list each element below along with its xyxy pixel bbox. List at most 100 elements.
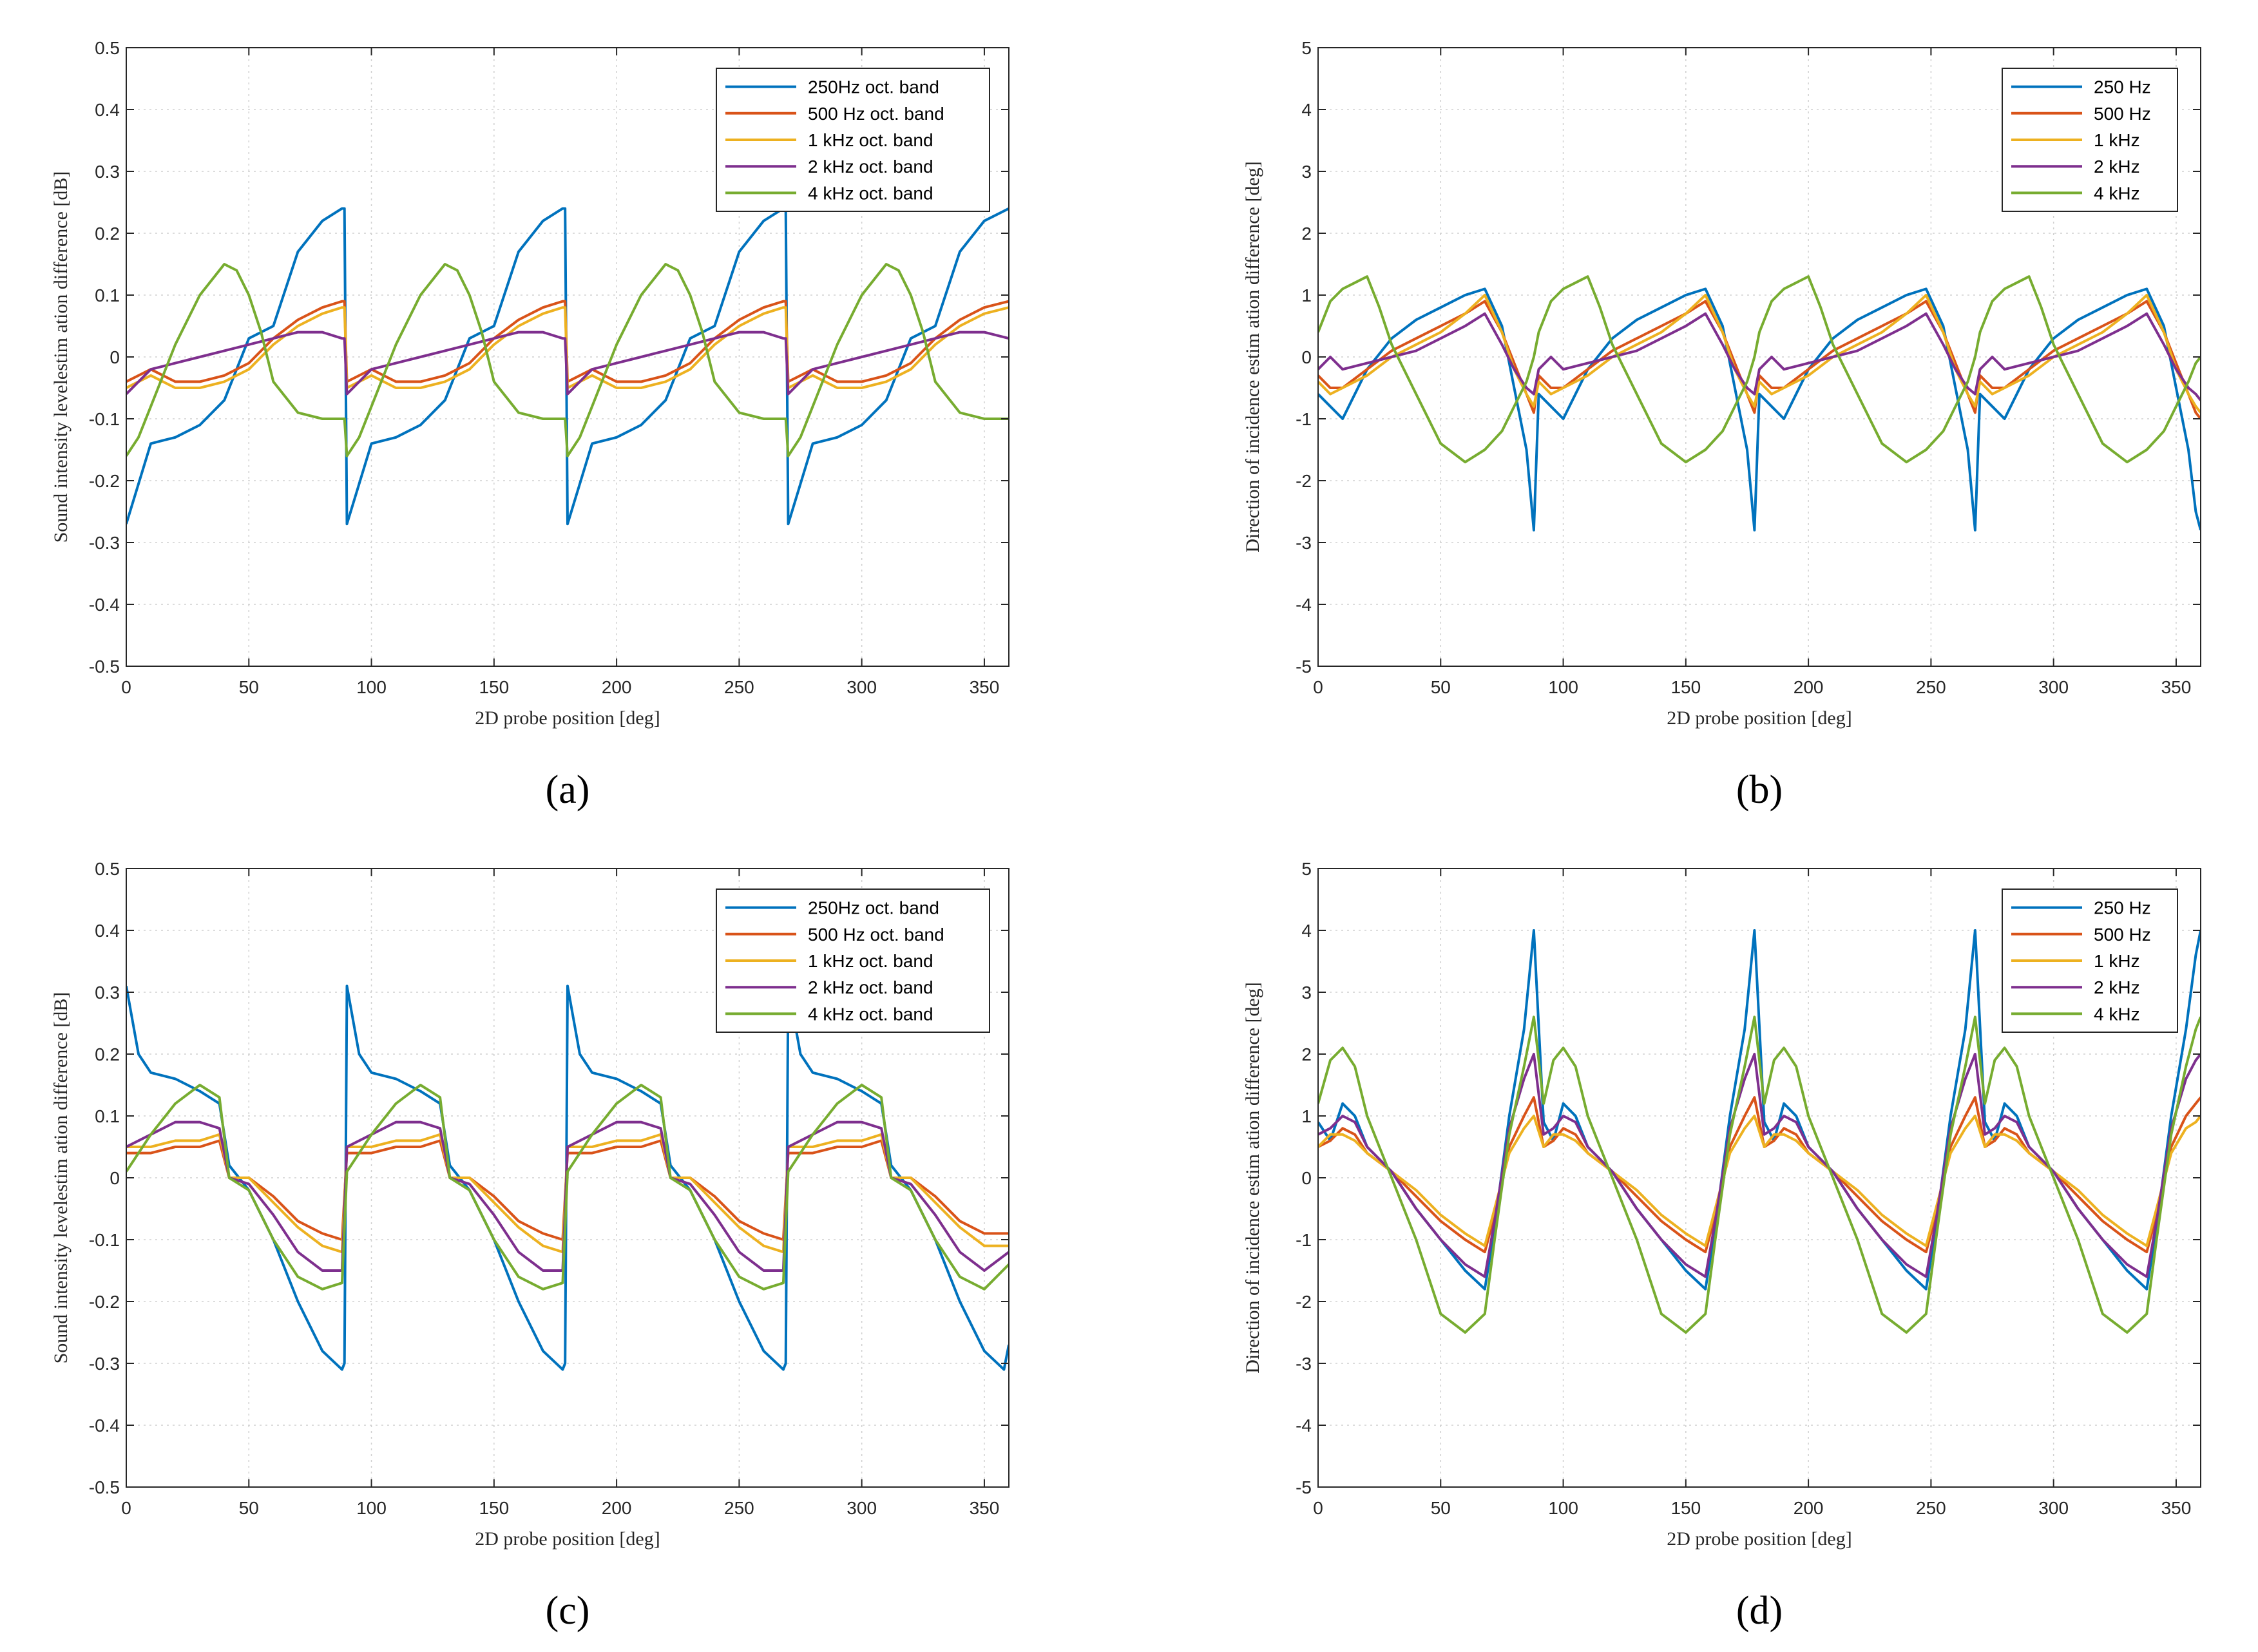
series-line-5 xyxy=(1318,1015,2201,1334)
x-tick-label: 150 xyxy=(1670,677,1701,697)
y-tick-label: 0 xyxy=(110,347,120,367)
y-tick-label: 5 xyxy=(1301,859,1312,879)
x-tick-label: 350 xyxy=(2161,1498,2192,1518)
x-tick-label: 200 xyxy=(1794,1498,1824,1518)
series-line-5 xyxy=(126,263,1009,457)
x-tick-label: 200 xyxy=(602,677,632,697)
y-tick-label: 2 xyxy=(1301,1044,1312,1064)
series-line-3 xyxy=(1318,294,2201,414)
legend-entry-label: 2 kHz oct. band xyxy=(808,977,933,997)
y-tick-label: 5 xyxy=(1301,38,1312,58)
x-tick-label: 0 xyxy=(121,677,131,697)
x-tick-label: 0 xyxy=(1313,677,1323,697)
y-tick-label: 0.4 xyxy=(95,100,120,120)
y-tick-label: 0.1 xyxy=(95,1106,120,1126)
y-tick-label: -5 xyxy=(1296,1477,1312,1497)
y-tick-label: 1 xyxy=(1301,285,1312,305)
y-axis-label: Sound intensity levelestim ation differe… xyxy=(50,992,72,1364)
series-line-3 xyxy=(126,306,1009,389)
series-line-2 xyxy=(126,300,1009,383)
legend: 250 Hz 500 Hz 1 kHz 2 kHz 4 kHz xyxy=(2002,888,2178,1033)
y-tick-label: -3 xyxy=(1296,533,1312,553)
x-axis-label: 2D probe position [deg] xyxy=(1667,1528,1851,1550)
legend-entry-label: 500 Hz xyxy=(2094,925,2151,945)
series-group xyxy=(126,207,1009,526)
legend-entry-label: 4 kHz xyxy=(2094,1004,2140,1024)
x-tick-label: 0 xyxy=(121,1498,131,1518)
legend-entry-label: 2 kHz xyxy=(2094,157,2140,177)
y-axis-label: Direction of incidence estim ation diffe… xyxy=(1242,161,1263,553)
x-tick-label: 300 xyxy=(2038,1498,2069,1518)
series-line-4 xyxy=(1318,312,2201,401)
legend-entry-label: 500 Hz oct. band xyxy=(808,104,944,124)
x-tick-label: 100 xyxy=(1548,1498,1578,1518)
x-tick-label: 150 xyxy=(479,677,509,697)
x-tick-label: 250 xyxy=(724,677,754,697)
y-axis-label: Direction of incidence estim ation diffe… xyxy=(1242,982,1263,1374)
y-tick-label: -0.5 xyxy=(89,1477,120,1497)
y-tick-label: -1 xyxy=(1296,1230,1312,1250)
x-tick-label: 50 xyxy=(239,677,259,697)
series-line-5 xyxy=(126,1084,1009,1291)
legend: 250 Hz 500 Hz 1 kHz 2 kHz 4 kHz xyxy=(2002,68,2178,212)
y-tick-label: 3 xyxy=(1301,983,1312,1003)
series-group xyxy=(1318,929,2201,1334)
y-tick-label: 4 xyxy=(1301,921,1312,941)
legend-entry-label: 250Hz oct. band xyxy=(808,898,939,918)
y-tick-label: 0.4 xyxy=(95,921,120,941)
legend-entry-label: 2 kHz xyxy=(2094,977,2140,997)
x-tick-label: 0 xyxy=(1313,1498,1323,1518)
x-tick-label: 100 xyxy=(1548,677,1578,697)
chart-panel-1: 0 50 100 150 200 250 300 350 -0.5 -0.4 -0.3 -0.2 -0.… xyxy=(50,38,1009,812)
series-line-1 xyxy=(1318,287,2201,532)
y-tick-label: 0 xyxy=(1301,1168,1312,1188)
x-tick-label: 50 xyxy=(1431,1498,1451,1518)
series-line-3 xyxy=(1318,1115,2201,1247)
chart-panel-4: 0 50 100 150 200 250 300 350 -5 -4 -3 -2 -1 0 1 2 3 4 5 2D … xyxy=(1242,859,2201,1633)
y-tick-label: 0 xyxy=(110,1168,120,1188)
x-axis-label: 2D probe position [deg] xyxy=(475,707,660,729)
chart-panel-2: 0 50 100 150 200 250 300 350 -5 -4 -3 -2 -1 0 1 2 3 4 5 2D … xyxy=(1242,38,2201,812)
y-tick-label: -5 xyxy=(1296,657,1312,677)
legend-entry-label: 500 Hz oct. band xyxy=(808,925,944,945)
x-tick-label: 350 xyxy=(970,677,1000,697)
x-tick-label: 100 xyxy=(356,677,387,697)
panel-label: (c) xyxy=(546,1589,590,1633)
legend-entry-label: 500 Hz xyxy=(2094,104,2151,124)
panel-label: (d) xyxy=(1736,1589,1783,1633)
legend-entry-label: 250 Hz xyxy=(2094,898,2151,918)
series-line-1 xyxy=(126,207,1009,526)
y-tick-label: 0.2 xyxy=(95,224,120,244)
legend: 250Hz oct. band 500 Hz oct. band 1 kHz oct… xyxy=(716,888,990,1033)
y-tick-label: -0.5 xyxy=(89,657,120,677)
x-tick-label: 200 xyxy=(602,1498,632,1518)
y-tick-label: 3 xyxy=(1301,162,1312,182)
y-tick-label: 2 xyxy=(1301,224,1312,244)
x-tick-label: 250 xyxy=(724,1498,754,1518)
y-tick-label: -0.3 xyxy=(89,533,120,553)
x-axis-label: 2D probe position [deg] xyxy=(475,1528,660,1550)
y-tick-label: 0.1 xyxy=(95,285,120,305)
y-tick-label: -0.1 xyxy=(89,1230,120,1250)
y-tick-label: -4 xyxy=(1296,1416,1312,1436)
panel-label: (a) xyxy=(546,768,590,812)
x-tick-label: 150 xyxy=(1670,1498,1701,1518)
legend-entry-label: 250Hz oct. band xyxy=(808,77,939,97)
series-group xyxy=(1318,275,2201,532)
y-tick-label: -0.1 xyxy=(89,409,120,429)
x-tick-label: 300 xyxy=(2038,677,2069,697)
y-tick-label: 4 xyxy=(1301,100,1312,120)
legend-entry-label: 1 kHz oct. band xyxy=(808,130,933,150)
y-tick-label: -0.4 xyxy=(89,1416,120,1436)
y-tick-label: -1 xyxy=(1296,409,1312,429)
legend-entry-label: 2 kHz oct. band xyxy=(808,157,933,177)
y-tick-label: -2 xyxy=(1296,1292,1312,1312)
legend-entry-label: 4 kHz oct. band xyxy=(808,183,933,203)
legend-entry-label: 1 kHz xyxy=(2094,951,2140,971)
y-tick-label: 0.5 xyxy=(95,38,120,58)
legend-entry-label: 1 kHz xyxy=(2094,130,2140,150)
x-tick-label: 200 xyxy=(1794,677,1824,697)
y-tick-label: 0.2 xyxy=(95,1044,120,1064)
y-axis-label: Sound intensity levelestim ation differe… xyxy=(50,171,72,543)
